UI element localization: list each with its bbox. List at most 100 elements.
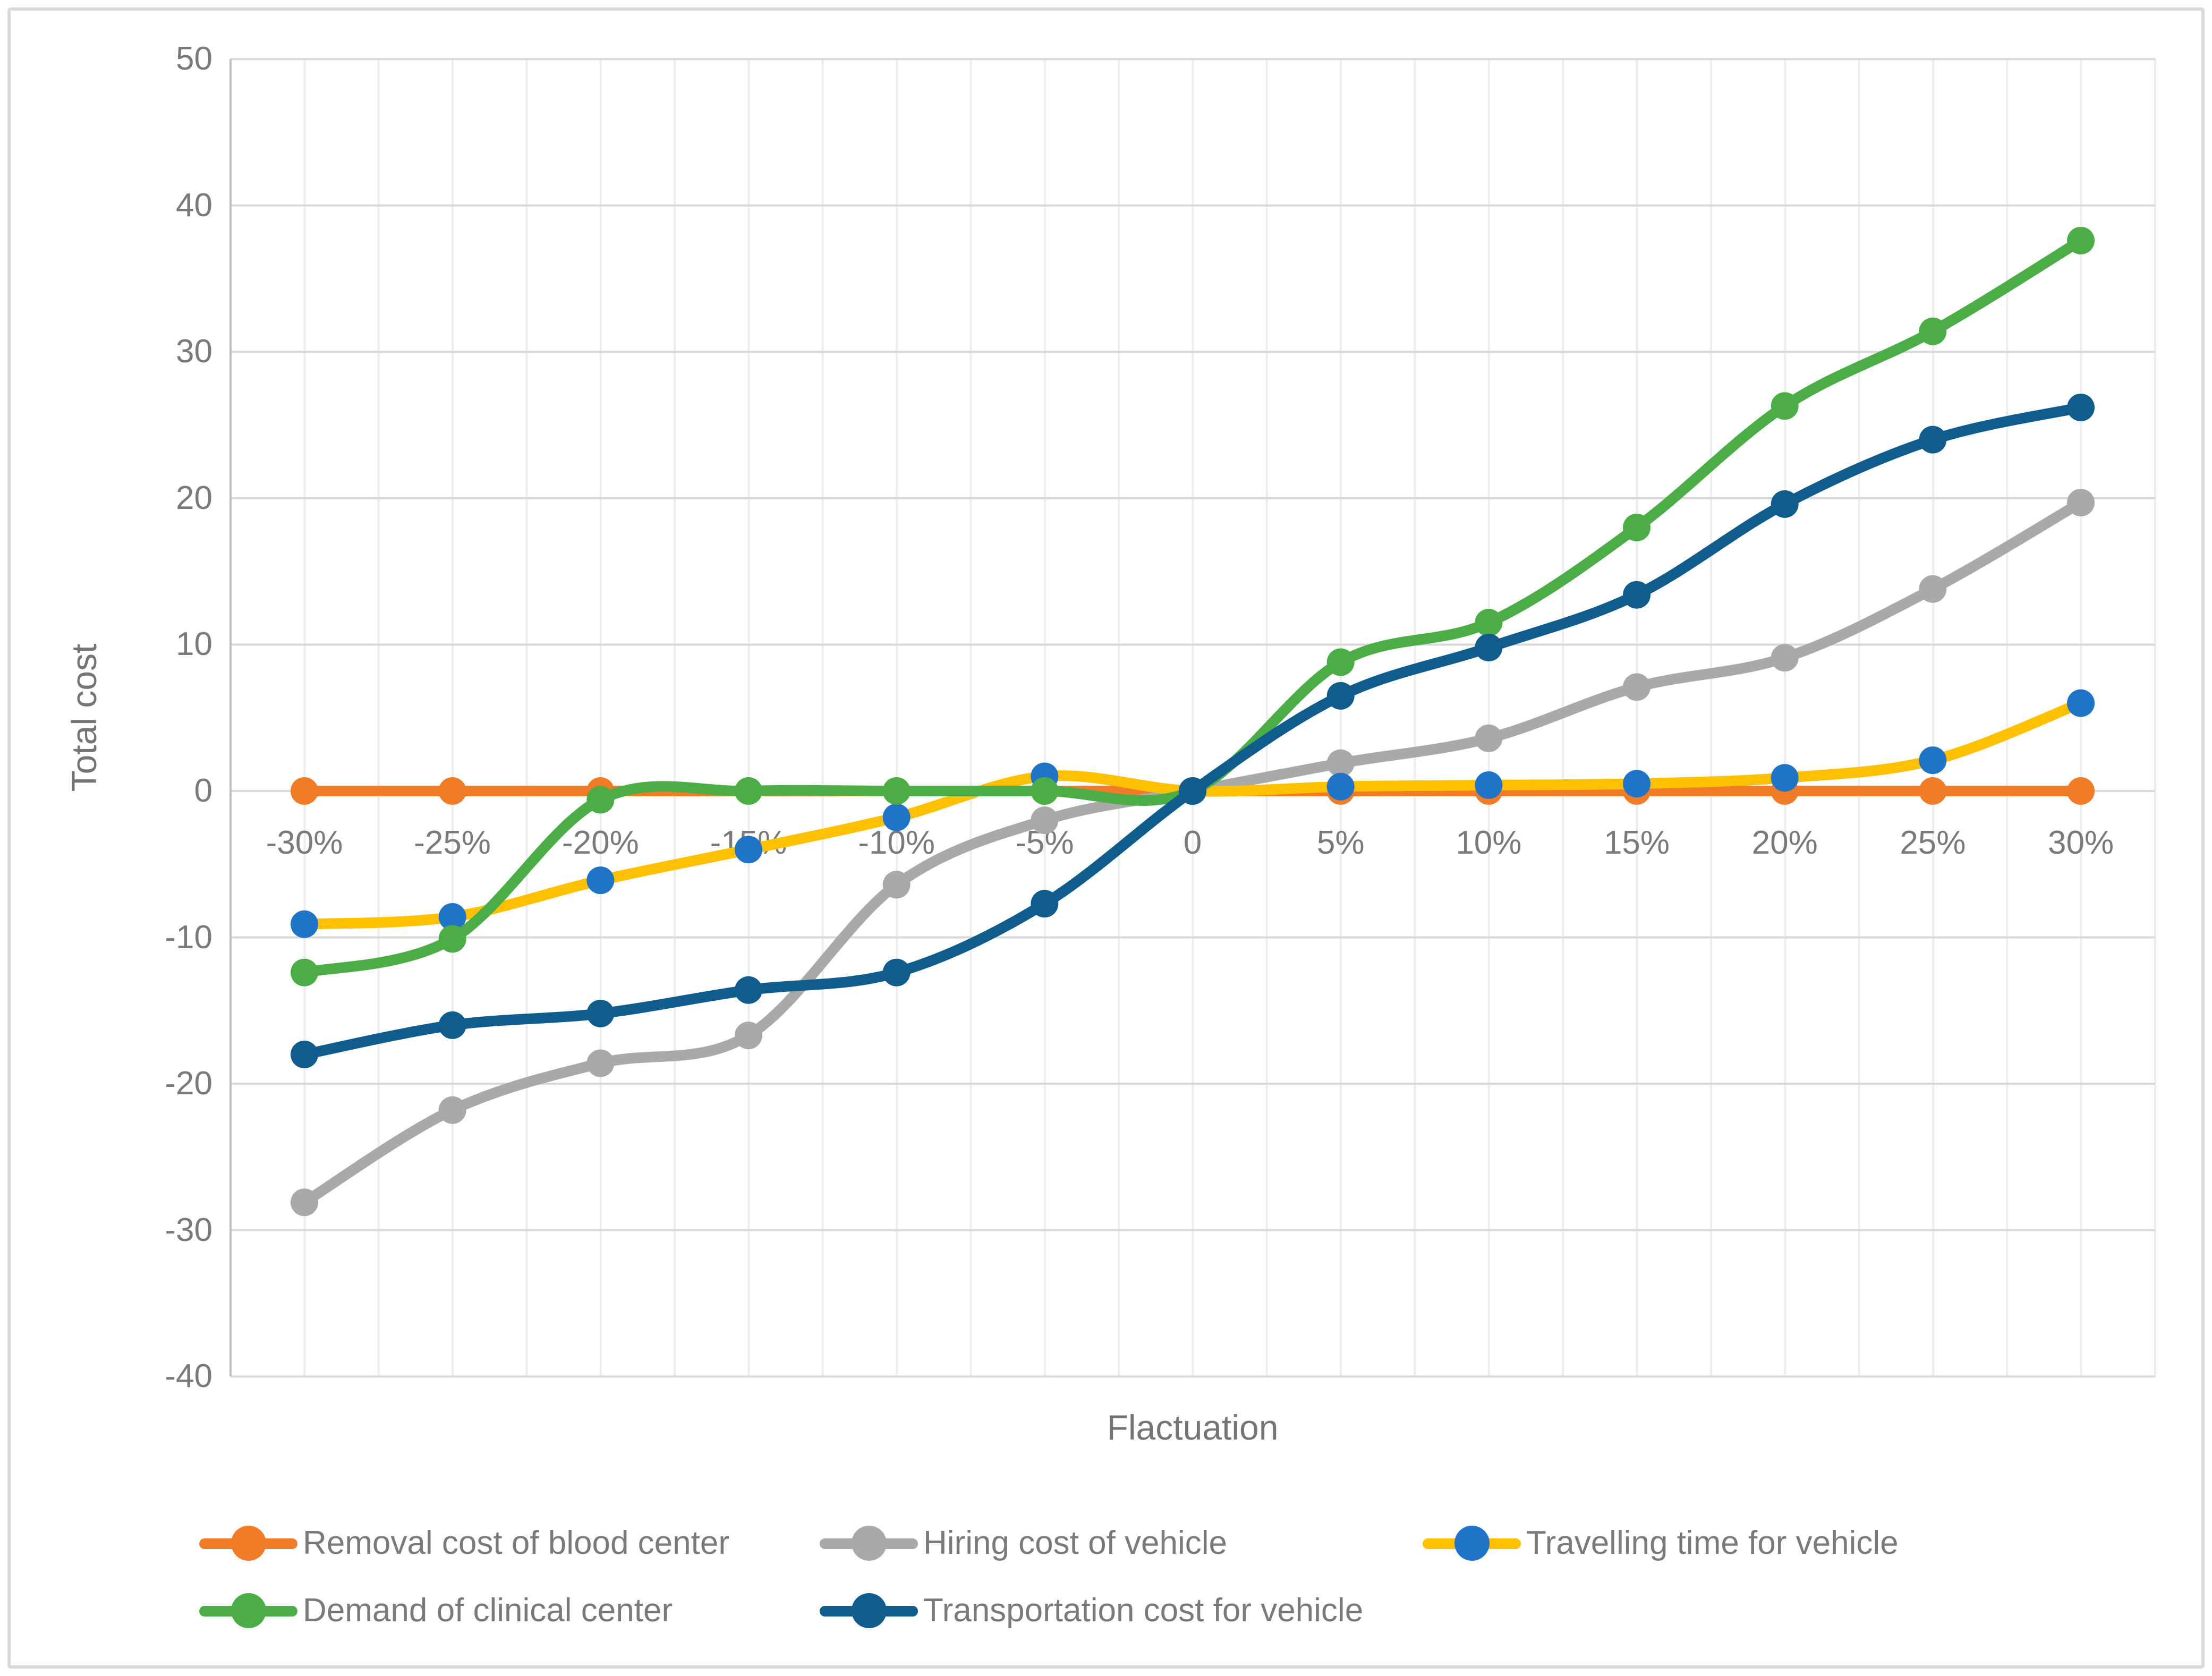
y-tick-label: 10 <box>176 626 212 663</box>
series-marker <box>1919 317 1947 345</box>
x-axis-title: Flactuation <box>1107 1408 1279 1447</box>
legend-line-marker-icon <box>199 1521 297 1566</box>
x-tick-label: -25% <box>414 824 491 861</box>
legend-item: Removal cost of blood center <box>199 1521 729 1566</box>
legend-label: Travelling time for vehicle <box>1526 1525 1899 1561</box>
series-marker <box>735 976 763 1004</box>
chart-frame <box>7 7 2205 1669</box>
series-marker <box>1326 682 1355 710</box>
series-marker <box>586 786 615 814</box>
series-line <box>299 697 2086 930</box>
series-marker <box>1771 490 1799 518</box>
legend-marker-dot <box>852 1526 887 1561</box>
y-tick-label: 50 <box>176 40 212 78</box>
x-tick-label: -30% <box>266 824 343 861</box>
series-travelling-time-for-vehicle <box>291 689 2095 938</box>
series-marker <box>2067 394 2095 422</box>
series-marker <box>586 1049 615 1077</box>
x-tick-label: 10% <box>1456 824 1522 861</box>
x-tick-label: 15% <box>1603 824 1670 861</box>
x-tick-label: 20% <box>1751 824 1818 861</box>
legend-label: Demand of clinical center <box>303 1592 673 1629</box>
series-marker <box>1475 609 1503 637</box>
legend-item: Transportation cost for vehicle <box>820 1588 1363 1633</box>
series-marker <box>735 777 763 805</box>
series-marker <box>1475 724 1503 752</box>
legend-marker-dot <box>1454 1526 1490 1561</box>
legend-label: Transportation cost for vehicle <box>923 1592 1364 1629</box>
y-tick-label: -20 <box>165 1065 212 1102</box>
series-marker <box>1031 890 1059 918</box>
series-marker <box>438 925 466 953</box>
series-marker <box>1623 581 1651 609</box>
series-marker <box>882 958 911 986</box>
y-tick-label: 40 <box>176 186 212 224</box>
y-tick-label: -30 <box>165 1211 212 1248</box>
y-tick-label: -40 <box>165 1358 212 1395</box>
series-line <box>299 235 2086 978</box>
legend-line-marker-icon <box>1423 1521 1521 1566</box>
series-marker <box>1771 392 1799 420</box>
x-tick-label: 30% <box>2047 824 2114 861</box>
series-marker <box>438 1011 466 1039</box>
series-marker <box>438 1096 466 1124</box>
y-tick-label: 0 <box>194 772 212 809</box>
series-hiring-cost-of-vehicle <box>291 489 2095 1216</box>
series-marker <box>882 803 911 831</box>
series-marker <box>1623 770 1651 798</box>
series-marker <box>438 777 466 805</box>
series-marker <box>1475 771 1503 799</box>
series-marker <box>1623 673 1651 701</box>
legend-marker-dot <box>231 1593 266 1628</box>
series-marker <box>586 866 615 895</box>
series-marker <box>1179 777 1207 805</box>
series-marker <box>291 777 318 805</box>
series-marker <box>1919 426 1947 454</box>
legend-label: Hiring cost of vehicle <box>923 1525 1228 1561</box>
x-tick-label: 0 <box>1183 824 1202 861</box>
legend-item: Demand of clinical center <box>199 1588 673 1633</box>
series-marker <box>2067 777 2095 805</box>
series-marker <box>2067 489 2095 517</box>
series-marker <box>438 903 466 931</box>
series-line <box>299 497 2086 1208</box>
series-marker <box>735 1022 763 1050</box>
series-marker <box>1031 777 1059 805</box>
series-marker <box>1326 648 1355 676</box>
x-tick-label: 25% <box>1900 824 1966 861</box>
series-marker <box>1326 772 1355 801</box>
legend-marker-dot <box>231 1526 266 1561</box>
legend-item: Travelling time for vehicle <box>1423 1521 1899 1566</box>
series-marker <box>1919 777 1947 805</box>
legend-line-marker-icon <box>199 1588 297 1633</box>
series-marker <box>1031 806 1059 835</box>
series-marker <box>1475 633 1503 661</box>
series-marker <box>586 999 615 1027</box>
legend-item: Hiring cost of vehicle <box>820 1521 1227 1566</box>
x-tick-label: 5% <box>1316 824 1365 861</box>
series-marker <box>1326 749 1355 777</box>
legend-line-marker-icon <box>820 1521 918 1566</box>
y-tick-label: -10 <box>165 918 212 956</box>
y-tick-label: 20 <box>176 479 212 516</box>
series-line <box>299 402 2086 1060</box>
series-marker <box>1623 513 1651 541</box>
legend-line-marker-icon <box>820 1588 918 1633</box>
series-demand-of-clinical-center <box>291 226 2095 986</box>
series-marker <box>291 1188 318 1216</box>
series-marker <box>2067 226 2095 254</box>
x-tick-label: -20% <box>561 824 639 861</box>
series-marker <box>1771 764 1799 792</box>
series-marker <box>1771 644 1799 672</box>
series-marker <box>291 1041 318 1069</box>
y-tick-label: 30 <box>176 333 212 370</box>
series-marker <box>291 958 318 986</box>
series-marker <box>882 871 911 899</box>
series-marker <box>735 836 763 864</box>
series-marker <box>1919 575 1947 603</box>
series-marker <box>291 910 318 938</box>
legend-label: Removal cost of blood center <box>303 1525 729 1561</box>
series-marker <box>2067 689 2095 717</box>
